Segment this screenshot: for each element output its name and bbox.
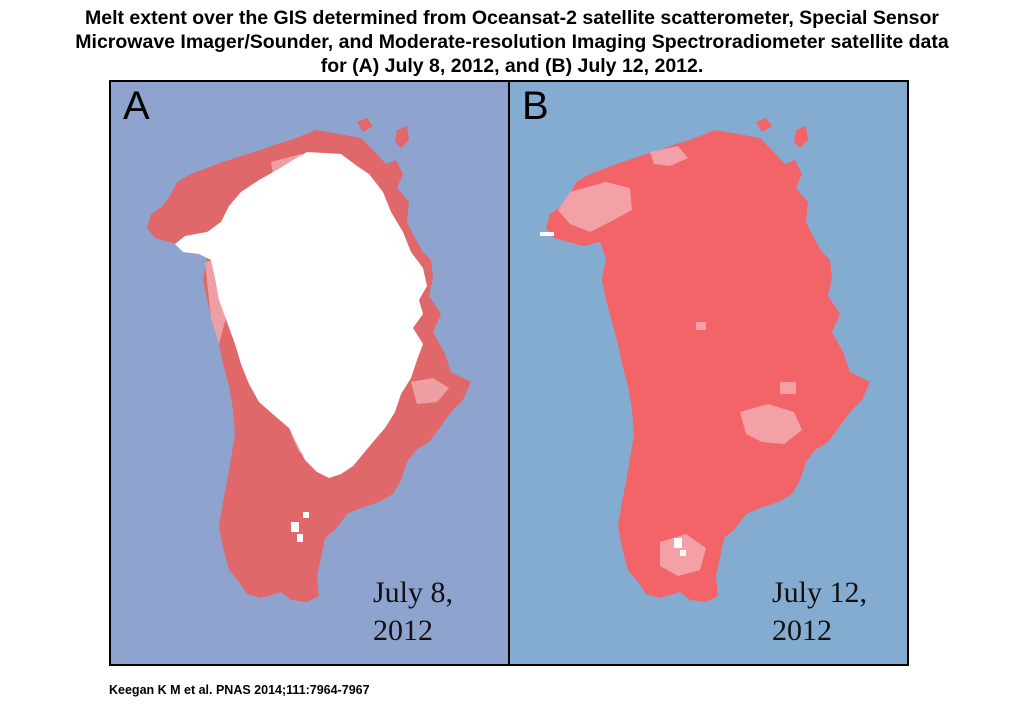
- panel-date-b: July 12, 2012: [772, 574, 867, 650]
- speckle-b2: [680, 550, 686, 556]
- island-b1: [794, 126, 808, 148]
- figure-title: Melt extent over the GIS determined from…: [0, 6, 1024, 78]
- speckle-b3: [540, 232, 554, 236]
- light-melt-a2: [411, 378, 449, 404]
- melt-region-b: [546, 130, 870, 602]
- light-melt-b5: [696, 322, 706, 330]
- speckle-a3: [303, 512, 309, 518]
- panel-label-a: A: [123, 84, 150, 128]
- panel-date-b-line1: July 12,: [772, 576, 868, 609]
- panel-date-a: July 8, 2012: [373, 574, 453, 650]
- island-b2: [756, 118, 772, 132]
- citation: Keegan K M et al. PNAS 2014;111:7964-796…: [109, 683, 370, 697]
- speckle-b1: [674, 538, 682, 548]
- panel-a: A July 8, 2012: [111, 82, 508, 664]
- title-line-3: for (A) July 8, 2012, and (B) July 12, 2…: [320, 55, 704, 77]
- island-a2: [357, 118, 373, 132]
- panel-date-a-line2: 2012: [373, 614, 433, 647]
- light-melt-b1: [558, 182, 632, 232]
- panel-date-a-line1: July 8,: [373, 576, 454, 609]
- title-line-2: Microwave Imager/Sounder, and Moderate-r…: [75, 31, 949, 53]
- light-melt-b6: [780, 382, 796, 394]
- speckle-a2: [297, 534, 303, 542]
- light-melt-b2: [740, 404, 802, 444]
- speckle-a1: [291, 522, 299, 532]
- panel-b: B July 12, 2012: [508, 82, 907, 664]
- panel-label-b: B: [522, 84, 549, 128]
- melt-extent-figure: A July 8, 2012 B July 12, 2012: [109, 80, 909, 666]
- island-a1: [395, 126, 409, 148]
- greenland-map-a: [147, 118, 471, 602]
- panel-date-b-line2: 2012: [772, 614, 832, 647]
- title-line-1: Melt extent over the GIS determined from…: [85, 7, 939, 29]
- greenland-map-b: [540, 118, 870, 602]
- light-melt-b4: [650, 146, 688, 166]
- no-melt-region-a: [175, 152, 427, 478]
